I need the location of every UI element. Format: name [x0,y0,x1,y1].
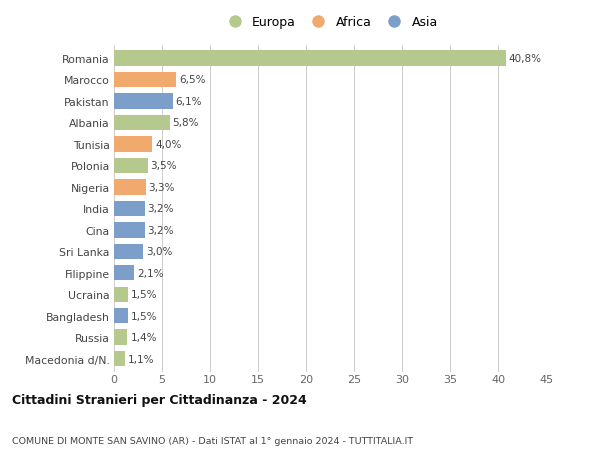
Bar [114,94,173,109]
Text: 1,5%: 1,5% [131,290,158,300]
Text: 3,0%: 3,0% [146,247,172,257]
Text: 3,2%: 3,2% [148,225,174,235]
Text: 6,1%: 6,1% [175,97,202,106]
Bar [114,51,506,67]
Bar [114,265,134,281]
Bar [114,158,148,174]
Text: 1,5%: 1,5% [131,311,158,321]
Legend: Europa, Africa, Asia: Europa, Africa, Asia [222,16,438,29]
Text: 5,8%: 5,8% [173,118,199,128]
Bar [114,244,143,259]
Text: 3,5%: 3,5% [151,161,177,171]
Bar [114,73,176,88]
Bar [114,308,128,324]
Text: 3,3%: 3,3% [149,182,175,192]
Text: 2,1%: 2,1% [137,268,164,278]
Bar [114,179,146,195]
Text: 6,5%: 6,5% [179,75,206,85]
Text: 40,8%: 40,8% [509,54,542,64]
Text: Cittadini Stranieri per Cittadinanza - 2024: Cittadini Stranieri per Cittadinanza - 2… [12,393,307,406]
Bar [114,330,127,345]
Text: 1,4%: 1,4% [130,332,157,342]
Bar [114,287,128,302]
Bar [114,223,145,238]
Text: 1,1%: 1,1% [127,354,154,364]
Text: COMUNE DI MONTE SAN SAVINO (AR) - Dati ISTAT al 1° gennaio 2024 - TUTTITALIA.IT: COMUNE DI MONTE SAN SAVINO (AR) - Dati I… [12,436,413,445]
Bar [114,137,152,152]
Bar [114,201,145,217]
Bar [114,351,125,367]
Text: 4,0%: 4,0% [155,140,182,150]
Bar [114,115,170,131]
Text: 3,2%: 3,2% [148,204,174,214]
